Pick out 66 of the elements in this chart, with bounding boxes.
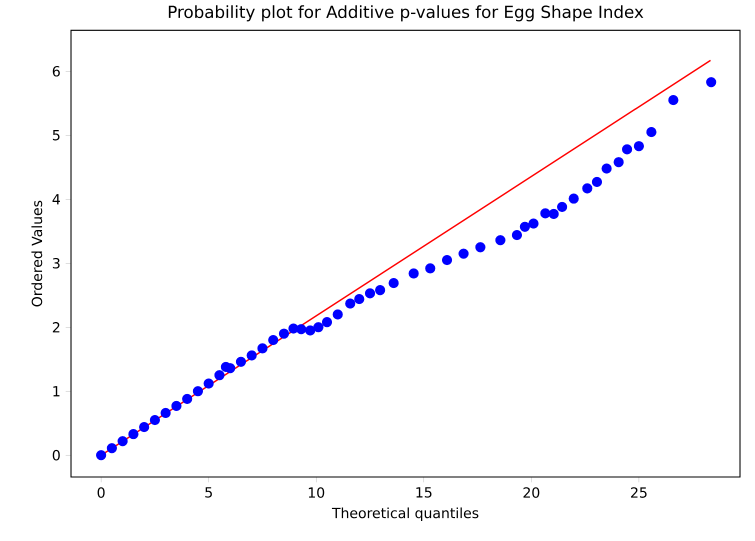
point — [278, 328, 290, 339]
y-tick-label: 2 — [52, 322, 60, 332]
point — [646, 126, 656, 138]
point — [182, 394, 192, 404]
x-axis-title: Theoretical quantiles — [332, 507, 478, 521]
point — [495, 235, 506, 246]
point — [322, 317, 332, 328]
y-tick-label: 5 — [52, 130, 60, 140]
y-tick-label: 4 — [52, 194, 60, 204]
point — [139, 422, 150, 432]
y-tick-label: 3 — [52, 258, 60, 269]
point — [512, 230, 522, 240]
x-tick-label: 25 — [631, 487, 647, 498]
point — [354, 294, 364, 304]
point — [313, 322, 324, 332]
point — [160, 408, 171, 418]
y-tick-label: 0 — [52, 450, 60, 461]
point — [442, 254, 452, 266]
y-axis-title: Ordered Values — [31, 200, 42, 306]
point — [118, 436, 128, 446]
point — [192, 386, 203, 396]
point — [364, 288, 376, 298]
point — [475, 242, 486, 252]
x-tick-label: 0 — [98, 487, 105, 498]
point — [408, 268, 419, 279]
point — [614, 157, 624, 168]
point — [268, 334, 278, 346]
point — [225, 363, 236, 374]
point — [106, 443, 117, 454]
point — [150, 414, 160, 426]
point — [96, 450, 106, 460]
point — [171, 400, 182, 412]
point — [622, 144, 632, 154]
point — [204, 378, 214, 389]
x-tick-label: 20 — [523, 487, 540, 498]
point — [520, 222, 530, 232]
point — [246, 350, 257, 360]
point — [582, 183, 592, 194]
y-tick-label: 6 — [52, 66, 60, 77]
point — [375, 285, 386, 296]
point — [706, 77, 716, 88]
point — [557, 202, 568, 212]
point — [540, 208, 550, 218]
point — [458, 248, 469, 259]
point — [296, 324, 306, 334]
point — [305, 325, 316, 336]
point — [128, 429, 138, 440]
x-tick-label: 5 — [205, 487, 212, 498]
point — [257, 343, 268, 354]
point — [388, 278, 399, 288]
point — [528, 218, 539, 229]
point — [568, 194, 579, 204]
point — [668, 94, 678, 106]
x-tick-label: 15 — [416, 487, 432, 498]
point — [592, 176, 602, 188]
point — [634, 141, 644, 152]
point — [345, 298, 356, 309]
point — [548, 208, 559, 220]
point — [332, 309, 343, 320]
chart-title: Probability plot for Additive p-values for Egg Shape Index — [168, 5, 644, 22]
y-tick-label: 1 — [53, 386, 60, 396]
point — [236, 356, 246, 367]
x-tick-label: 10 — [308, 487, 324, 498]
point — [214, 370, 225, 380]
point — [425, 263, 436, 274]
point — [602, 163, 612, 174]
